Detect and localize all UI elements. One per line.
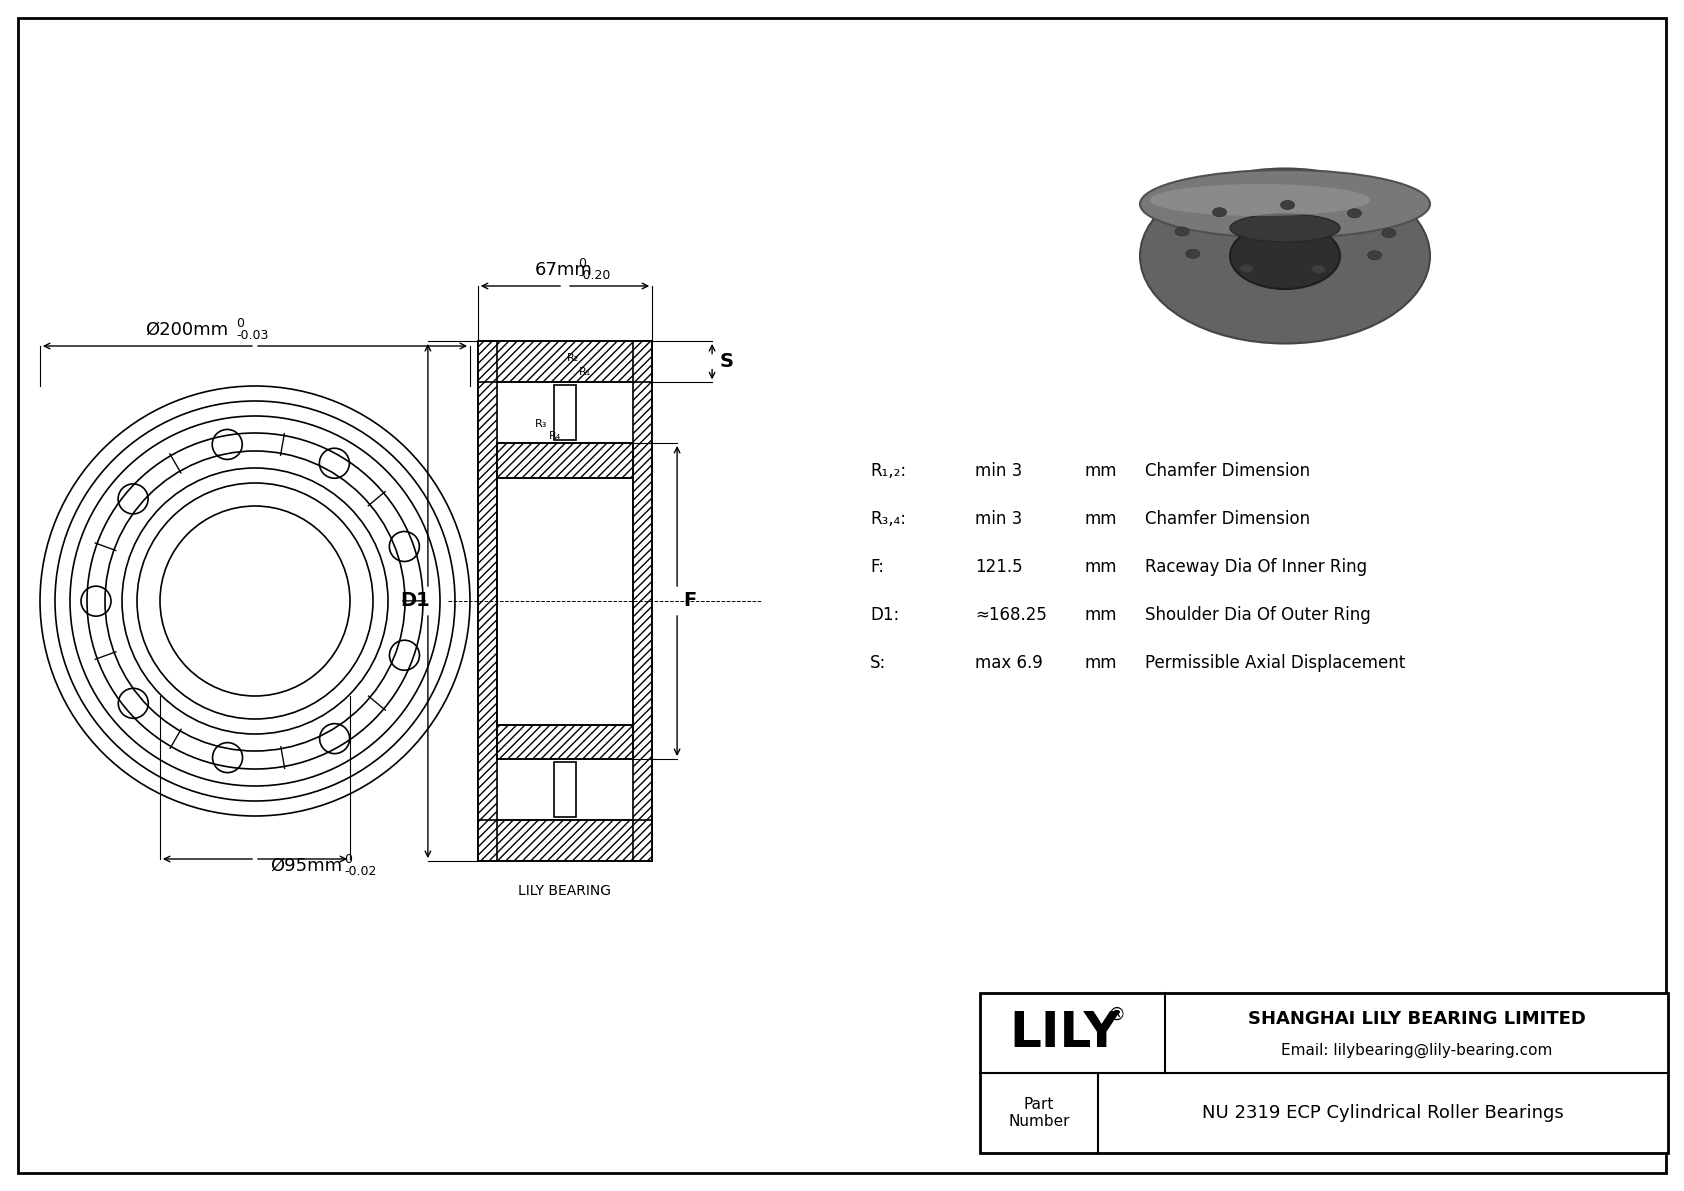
Text: 0: 0	[236, 317, 244, 330]
Ellipse shape	[1347, 208, 1361, 218]
Text: F:: F:	[871, 559, 884, 576]
Text: max 6.9: max 6.9	[975, 654, 1042, 672]
Text: 121.5: 121.5	[975, 559, 1022, 576]
Text: LILY: LILY	[1009, 1009, 1120, 1056]
Text: min 3: min 3	[975, 510, 1022, 528]
Text: R₂: R₂	[568, 353, 579, 363]
Text: S:: S:	[871, 654, 886, 672]
Ellipse shape	[1239, 264, 1253, 273]
Bar	[633, 341, 652, 861]
Ellipse shape	[1383, 229, 1396, 237]
Text: SHANGHAI LILY BEARING LIMITED: SHANGHAI LILY BEARING LIMITED	[1248, 1010, 1585, 1028]
Text: Ø200mm: Ø200mm	[145, 322, 227, 339]
Text: R₁,₂:: R₁,₂:	[871, 462, 906, 480]
Text: mm: mm	[1084, 606, 1118, 624]
Text: -0.20: -0.20	[578, 269, 610, 282]
Text: 0: 0	[578, 257, 586, 270]
Ellipse shape	[1186, 249, 1199, 258]
Text: Chamfer Dimension: Chamfer Dimension	[1145, 462, 1310, 480]
Bar	[554, 385, 576, 439]
Text: R₁: R₁	[579, 367, 591, 378]
Text: Permissible Axial Displacement: Permissible Axial Displacement	[1145, 654, 1404, 672]
Text: ≈168.25: ≈168.25	[975, 606, 1047, 624]
Text: mm: mm	[1084, 654, 1118, 672]
Text: 67mm: 67mm	[536, 261, 593, 279]
Bar	[497, 443, 633, 478]
Ellipse shape	[1229, 223, 1340, 289]
Bar	[554, 762, 576, 817]
Text: -0.03: -0.03	[236, 329, 268, 342]
Ellipse shape	[1229, 214, 1340, 242]
Text: mm: mm	[1084, 462, 1118, 480]
Text: R₃,₄:: R₃,₄:	[871, 510, 906, 528]
Text: Chamfer Dimension: Chamfer Dimension	[1145, 510, 1310, 528]
Text: Ø95mm: Ø95mm	[269, 858, 342, 875]
Text: 0: 0	[344, 853, 352, 866]
Text: LILY BEARING: LILY BEARING	[519, 884, 611, 898]
Text: -0.02: -0.02	[344, 865, 377, 878]
Text: S: S	[721, 353, 734, 372]
Bar	[478, 341, 652, 382]
Ellipse shape	[1312, 264, 1325, 274]
Text: D1:: D1:	[871, 606, 899, 624]
Bar	[478, 819, 652, 861]
Ellipse shape	[1150, 183, 1371, 216]
Text: F: F	[684, 592, 697, 611]
Ellipse shape	[1140, 168, 1430, 343]
Ellipse shape	[1140, 170, 1430, 238]
Bar	[980, 993, 1667, 1153]
Text: R₃: R₃	[536, 419, 547, 429]
Text: Part
Number: Part Number	[1009, 1097, 1069, 1129]
Text: D1: D1	[399, 592, 429, 611]
Text: mm: mm	[1084, 559, 1118, 576]
Ellipse shape	[1367, 250, 1381, 260]
Ellipse shape	[1212, 207, 1226, 217]
Ellipse shape	[1280, 200, 1295, 210]
Text: mm: mm	[1084, 510, 1118, 528]
Text: R₄: R₄	[549, 431, 561, 441]
Bar	[497, 724, 633, 759]
Bar	[478, 341, 497, 861]
Text: Shoulder Dia Of Outer Ring: Shoulder Dia Of Outer Ring	[1145, 606, 1371, 624]
Text: ®: ®	[1108, 1006, 1125, 1024]
Ellipse shape	[1175, 227, 1189, 236]
Text: Raceway Dia Of Inner Ring: Raceway Dia Of Inner Ring	[1145, 559, 1367, 576]
Text: Email: lilybearing@lily-bearing.com: Email: lilybearing@lily-bearing.com	[1282, 1043, 1553, 1058]
Text: min 3: min 3	[975, 462, 1022, 480]
Text: NU 2319 ECP Cylindrical Roller Bearings: NU 2319 ECP Cylindrical Roller Bearings	[1202, 1104, 1564, 1122]
